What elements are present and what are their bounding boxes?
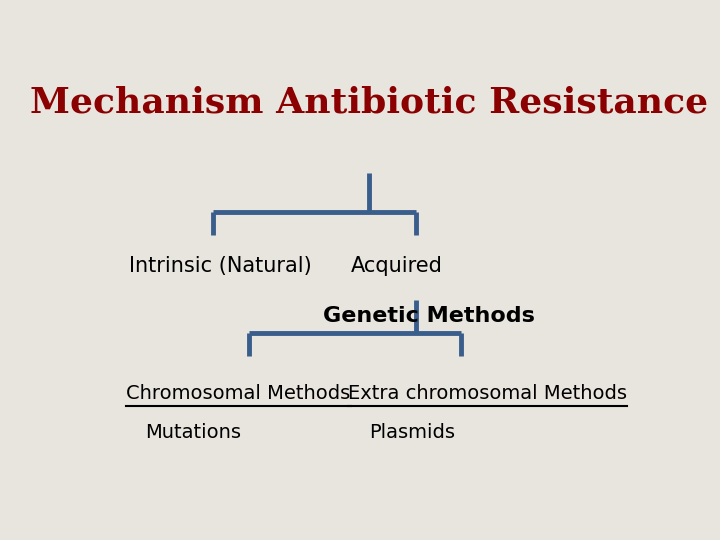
Text: Plasmids: Plasmids [369, 423, 456, 442]
Text: Intrinsic (Natural): Intrinsic (Natural) [129, 256, 312, 276]
Text: Extra chromosomal Methods: Extra chromosomal Methods [348, 384, 627, 403]
Text: Chromosomal Methods: Chromosomal Methods [126, 384, 351, 403]
Text: Genetic Methods: Genetic Methods [323, 306, 535, 326]
Text: Mutations: Mutations [145, 423, 241, 442]
Text: Acquired: Acquired [351, 256, 443, 276]
Text: Mechanism Antibiotic Resistance: Mechanism Antibiotic Resistance [30, 85, 708, 119]
